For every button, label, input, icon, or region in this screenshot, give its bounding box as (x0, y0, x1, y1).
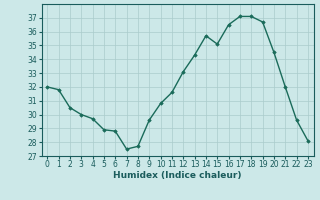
X-axis label: Humidex (Indice chaleur): Humidex (Indice chaleur) (113, 171, 242, 180)
